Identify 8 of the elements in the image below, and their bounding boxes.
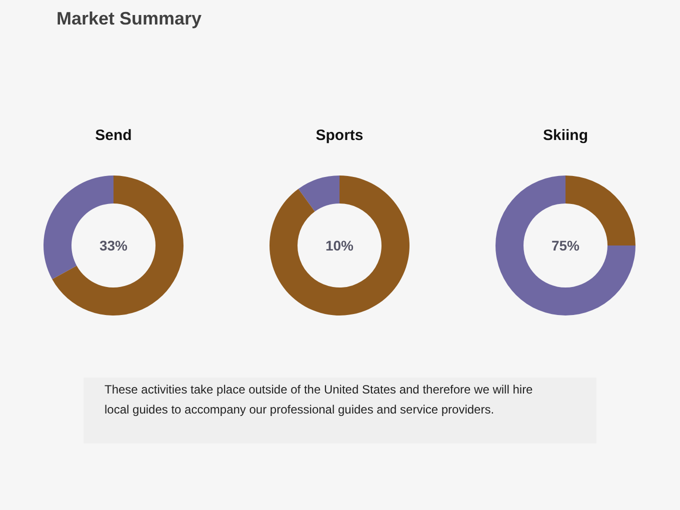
text: These activities take place outside of the United States and therefore we will hire local guides to accompany our professional guides and service providers. <box>104 382 534 416</box>
chart-title: Skiing <box>542 127 588 144</box>
text: 10% <box>325 238 354 254</box>
text: 33% <box>99 238 128 254</box>
chart-title: Send <box>95 127 132 144</box>
chart-title: Sports <box>316 127 364 144</box>
text: Market Summary <box>56 8 202 28</box>
text: 75% <box>551 238 580 254</box>
